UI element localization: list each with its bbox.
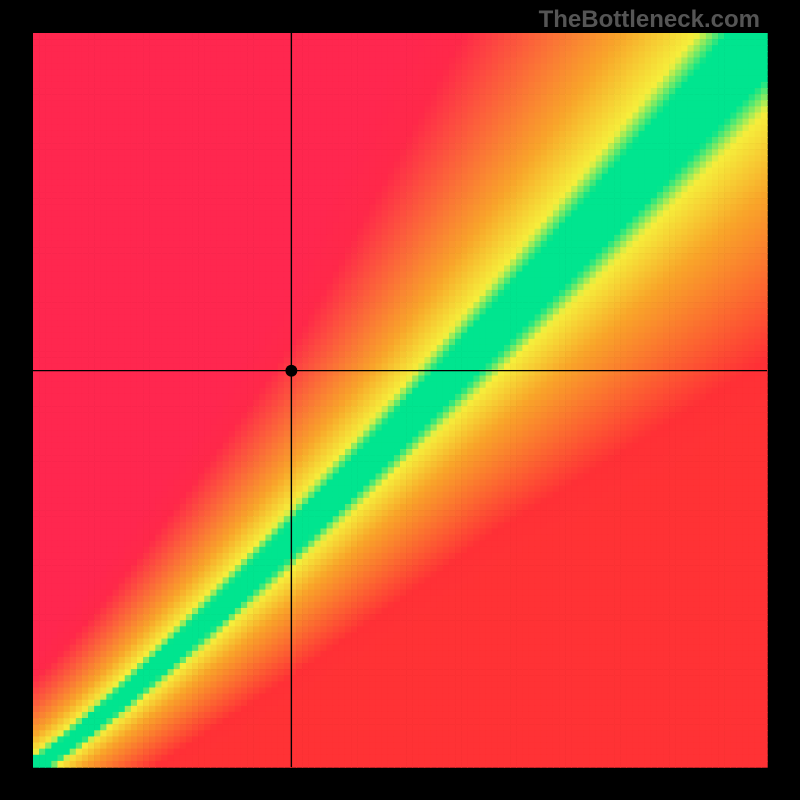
watermark-text: TheBottleneck.com bbox=[539, 6, 760, 34]
chart-container: TheBottleneck.com bbox=[0, 0, 800, 800]
heatmap-canvas bbox=[0, 0, 800, 800]
